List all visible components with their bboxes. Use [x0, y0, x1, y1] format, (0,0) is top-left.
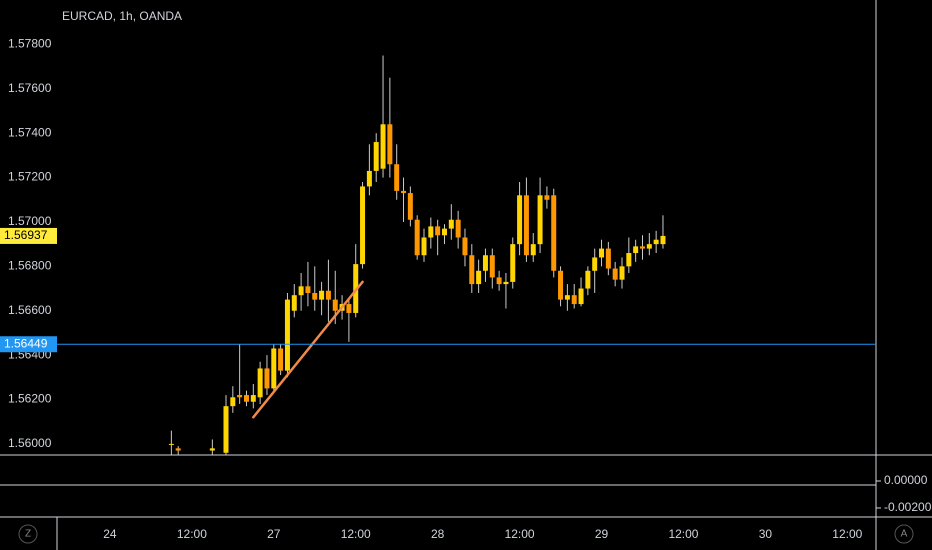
candle-body — [257, 368, 263, 398]
candle-body — [278, 348, 284, 371]
candle-body — [660, 235, 666, 245]
candle-body — [476, 270, 482, 285]
candle-body — [633, 246, 639, 254]
x-tick-label: 24 — [103, 527, 117, 541]
candle-body — [168, 443, 174, 445]
candle-body — [291, 295, 297, 311]
x-tick-label: 28 — [431, 527, 445, 541]
candle-body — [612, 268, 618, 280]
candle-body — [441, 228, 447, 236]
button-label[interactable]: A — [901, 529, 908, 540]
x-tick-label: 27 — [267, 527, 281, 541]
candle-body — [571, 295, 577, 305]
candle-body — [284, 299, 290, 371]
x-tick-label: 12:00 — [668, 527, 698, 541]
x-tick-label: 12:00 — [341, 527, 371, 541]
x-tick-label: 12:00 — [505, 527, 535, 541]
candle-body — [387, 124, 393, 165]
y-tick-label: 1.57800 — [8, 37, 52, 51]
candle-body — [564, 295, 570, 300]
candle-body — [175, 448, 181, 451]
candle-body — [271, 348, 277, 389]
button-label[interactable]: Z — [25, 529, 31, 540]
candle-body — [599, 248, 605, 258]
price-badge — [0, 336, 57, 353]
candle-body — [305, 286, 311, 293]
candle-body — [250, 395, 256, 402]
candle-body — [551, 195, 557, 271]
y-tick-label: 1.57200 — [8, 170, 52, 184]
candle-body — [462, 237, 468, 256]
candle-body — [646, 244, 652, 249]
candle-body — [558, 270, 564, 300]
candle-body — [544, 195, 550, 200]
candle-body — [298, 286, 304, 296]
candle-body — [530, 244, 536, 256]
button[interactable] — [18, 524, 38, 544]
x-tick-label: 29 — [595, 527, 609, 541]
y-tick-label: 1.56800 — [8, 259, 52, 273]
candle-body — [209, 448, 215, 451]
candle-body — [455, 219, 461, 238]
candle-body — [578, 288, 584, 305]
candle-body — [510, 244, 516, 282]
candle-body — [394, 164, 400, 191]
candle-body — [407, 193, 413, 220]
button[interactable] — [894, 524, 914, 544]
candle-body — [435, 226, 441, 236]
y-tick-label: 1.56000 — [8, 436, 52, 450]
y-tick-label: 1.57000 — [8, 214, 52, 228]
candle-body — [230, 397, 236, 407]
y-tick-label: -0.00200 — [884, 500, 932, 514]
y-tick-label: 1.57600 — [8, 81, 52, 95]
candle-body — [332, 299, 338, 311]
candle-body — [223, 406, 229, 453]
last-price-label: 1.56937 — [4, 228, 48, 242]
candle-body — [264, 368, 270, 389]
candle-body — [653, 239, 659, 245]
x-tick-label: 12:00 — [832, 527, 862, 541]
candle-body — [373, 142, 379, 171]
candle-body — [585, 270, 591, 289]
candle-body — [312, 292, 318, 300]
y-tick-label: 1.56200 — [8, 392, 52, 406]
candle-body — [592, 257, 598, 271]
chart-title: EURCAD, 1h, OANDA — [62, 9, 182, 23]
candle-body — [346, 304, 352, 313]
candle-body — [639, 246, 645, 249]
candle-body — [243, 395, 249, 402]
candle-body — [517, 195, 523, 245]
candle-body — [469, 255, 475, 285]
candle-body — [605, 248, 611, 269]
price-badge-label: 1.56449 — [4, 336, 48, 350]
trend-line — [252, 280, 364, 419]
x-tick-label: 12:00 — [177, 527, 207, 541]
candle-body — [523, 195, 529, 256]
last-price-badge — [0, 227, 57, 244]
candle-body — [619, 266, 625, 280]
candle-body — [626, 253, 632, 267]
candle-body — [489, 255, 495, 278]
candle-body — [319, 290, 325, 300]
candle-body — [360, 186, 366, 265]
candle-body — [482, 255, 488, 271]
y-tick-label: 1.57400 — [8, 125, 52, 139]
y-tick-label: 1.56600 — [8, 303, 52, 317]
candle-body — [366, 170, 372, 187]
candle-body — [428, 226, 434, 238]
candle-body — [325, 290, 331, 300]
candle-body — [401, 190, 407, 194]
candle-body — [503, 281, 509, 285]
candle-body — [237, 395, 243, 398]
y-tick-label: 0.00000 — [884, 473, 928, 487]
x-tick-label: 30 — [759, 527, 773, 541]
candle-body — [421, 237, 427, 256]
candle-body — [380, 124, 386, 169]
candle-body — [448, 219, 454, 229]
candle-body — [496, 277, 502, 285]
candle-body — [537, 195, 543, 245]
candle-body — [414, 219, 420, 256]
